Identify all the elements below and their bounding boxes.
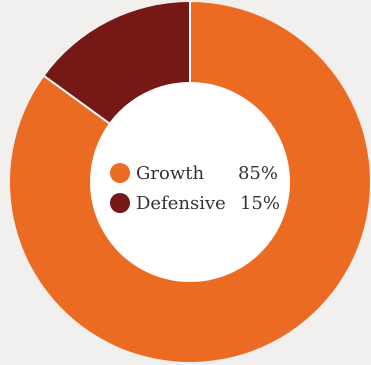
legend-value-defensive: 15% [239, 192, 280, 214]
legend-label-growth: Growth [136, 162, 205, 184]
legend-swatch-defensive [110, 193, 130, 213]
donut-center [90, 82, 290, 282]
legend-swatch-growth [110, 163, 130, 183]
legend-value-growth: 85% [237, 162, 278, 184]
legend-item-growth: Growth 85% [110, 158, 280, 188]
legend-item-defensive: Defensive 15% [110, 188, 280, 218]
legend-label-defensive: Defensive [136, 192, 226, 214]
legend: Growth 85% Defensive 15% [110, 158, 280, 218]
